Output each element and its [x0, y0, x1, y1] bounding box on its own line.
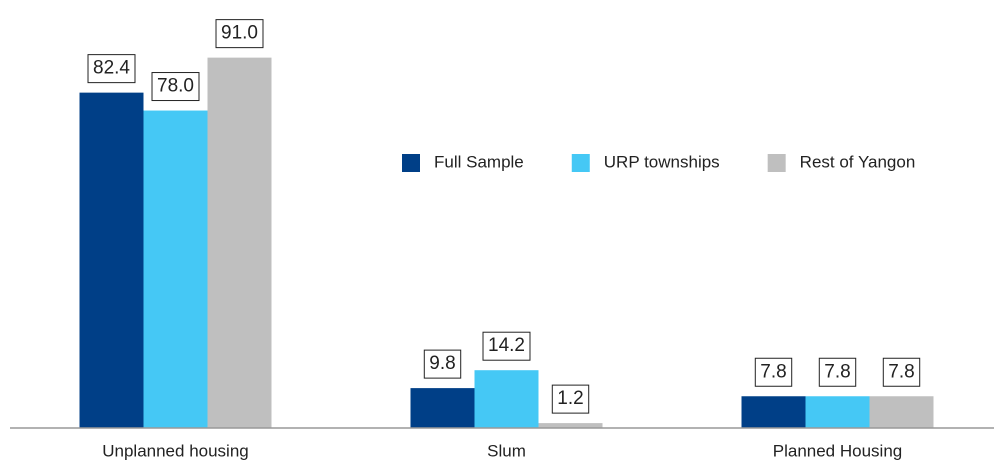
bar — [805, 396, 870, 428]
label-box — [882, 357, 921, 387]
value-label: 91.0 — [221, 23, 258, 44]
value-label: 7.8 — [888, 361, 914, 382]
bar — [143, 110, 208, 428]
value-label: 7.8 — [824, 361, 850, 382]
bar — [741, 396, 806, 428]
bar — [410, 388, 475, 428]
legend-label: Full Sample — [434, 152, 524, 171]
label-box — [151, 72, 200, 102]
value-label: 9.8 — [429, 353, 455, 374]
legend-swatch — [767, 154, 786, 172]
legend-swatch — [571, 154, 590, 172]
bar — [207, 57, 272, 428]
value-label: 1.2 — [557, 388, 583, 409]
legend-swatch — [402, 154, 420, 172]
x-tick-label: Planned Housing — [773, 441, 902, 460]
value-label: 82.4 — [93, 58, 130, 79]
legend-label: URP townships — [604, 152, 720, 171]
label-box — [482, 331, 531, 361]
bar — [538, 423, 603, 428]
legend-label: Rest of Yangon — [800, 152, 916, 171]
value-label: 78.0 — [157, 76, 194, 97]
value-label: 7.8 — [760, 361, 786, 382]
bar — [474, 370, 539, 428]
label-box — [87, 54, 136, 84]
bar — [869, 396, 934, 428]
bar — [79, 92, 144, 429]
label-box — [818, 357, 857, 387]
x-tick-label: Slum — [487, 441, 526, 460]
label-box — [215, 19, 264, 49]
label-box — [551, 384, 590, 414]
label-box — [423, 349, 462, 379]
value-label: 14.2 — [488, 335, 525, 356]
x-tick-label: Unplanned housing — [102, 441, 249, 460]
label-box — [754, 357, 793, 387]
